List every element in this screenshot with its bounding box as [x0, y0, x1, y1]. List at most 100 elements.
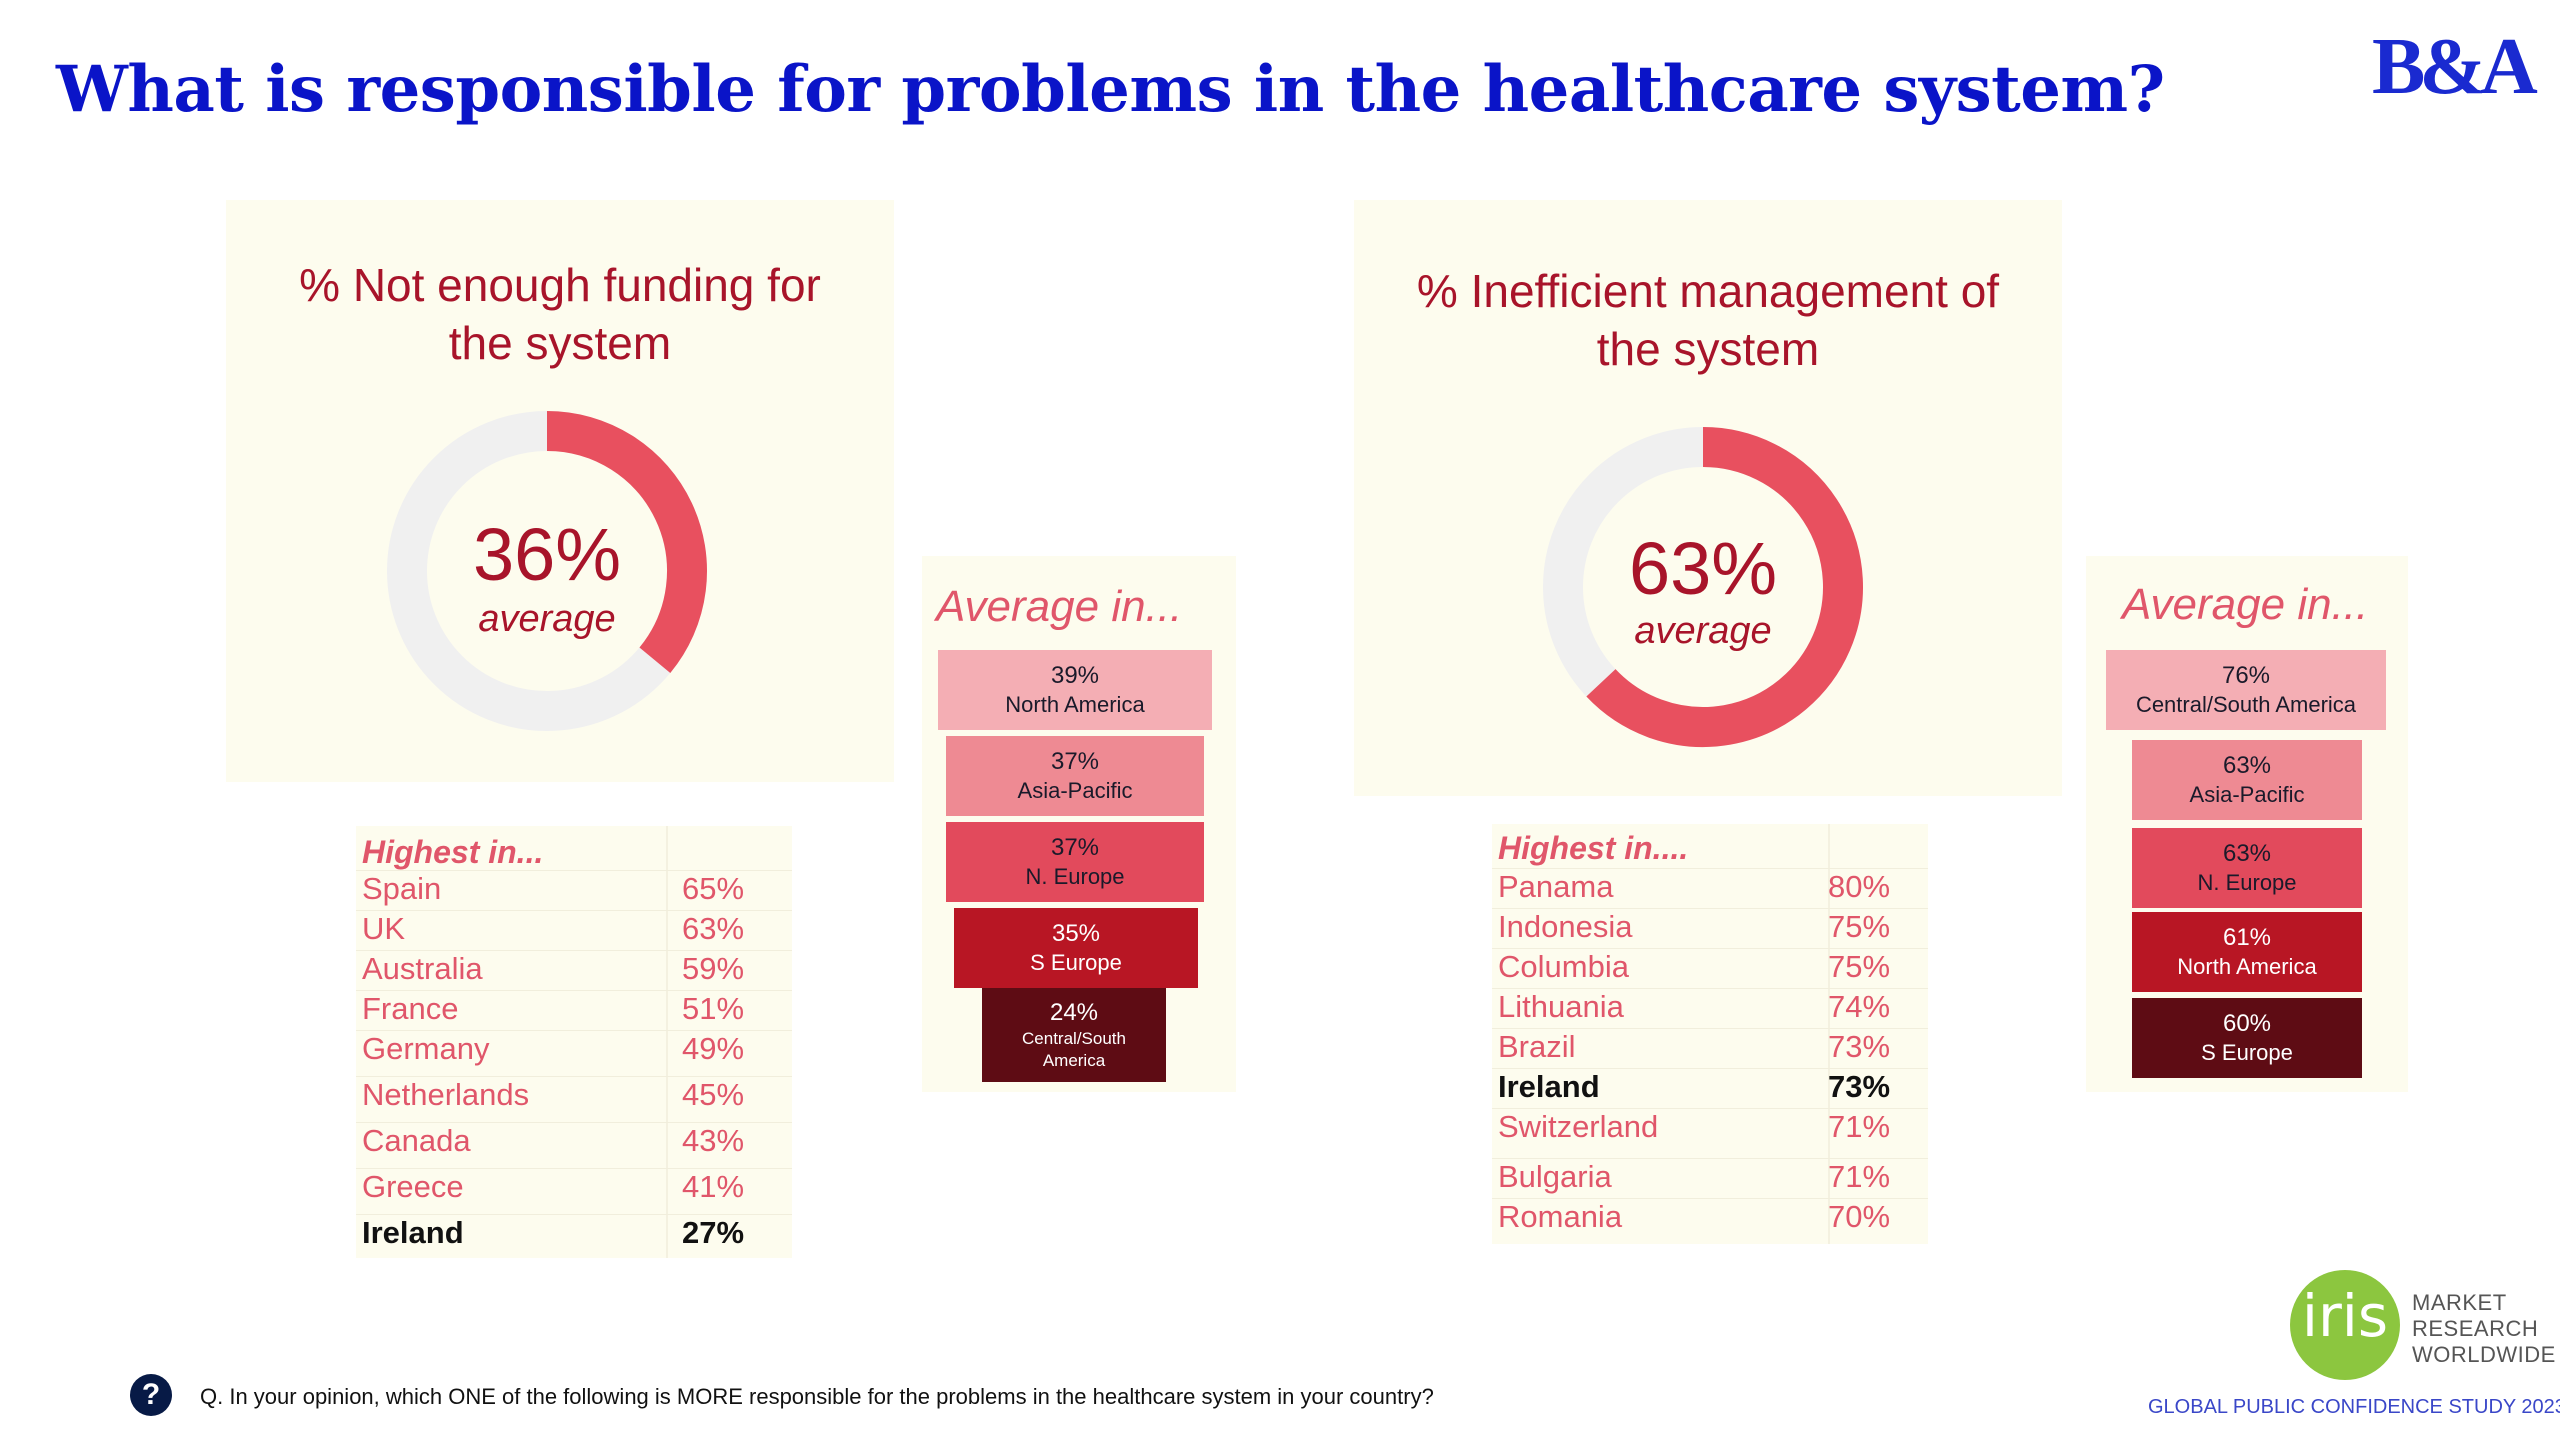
country-name: Panama [1498, 869, 1614, 904]
funding-donut-sublabel: average [478, 598, 616, 640]
average-bar-value: 63% [2222, 752, 2272, 779]
country-name: UK [362, 911, 406, 946]
question-icon: ? [130, 1374, 172, 1416]
iris-tagline-line-3: WORLDWIDE [2412, 1342, 2556, 1367]
management-highest-heading: Highest in.... [1498, 830, 1689, 866]
funding-donut-value: 36% [472, 513, 622, 596]
average-bar: 37% N. Europe [946, 822, 1204, 902]
management-highest-table: Highest in.... Panama 80% Indonesia 75% Colu… [1492, 824, 1928, 1244]
country-name: Germany [362, 1031, 490, 1066]
average-bar-region: S Europe [1030, 950, 1122, 975]
average-bar-value: 63% [2222, 840, 2272, 867]
average-bar: 76% Central/South America [2106, 650, 2386, 730]
column-divider [666, 826, 668, 1258]
average-bar-value: 39% [1050, 662, 1100, 689]
average-bar-region: Asia-Pacific [2189, 782, 2305, 807]
country-percent: 75% [1828, 949, 1891, 984]
country-percent: 71% [1828, 1109, 1891, 1144]
country-name: Australia [362, 951, 483, 986]
table-row: Germany 49% [356, 1030, 792, 1069]
funding-title-line-2: the system [448, 317, 672, 369]
funding-average-panel: Average in... 39% North America 37% Asia-Pa… [922, 556, 1236, 1092]
country-percent: 73% [1828, 1029, 1891, 1064]
average-bar-region: N. Europe [1025, 864, 1125, 889]
country-percent: 74% [1828, 989, 1891, 1024]
average-bar-region: S Europe [2201, 1040, 2293, 1065]
table-row: Netherlands 45% [356, 1076, 792, 1115]
page-title: What is responsible for problems in the … [56, 52, 2165, 127]
country-percent: 27% [682, 1215, 745, 1250]
country-percent: 65% [682, 871, 745, 906]
iris-tagline-line-2: RESEARCH [2412, 1316, 2539, 1341]
average-bar-value: 37% [1050, 748, 1100, 775]
average-bar-region: North America [2177, 954, 2317, 979]
table-row: UK 63% [356, 910, 792, 949]
average-bar-region: Central/South [1022, 1029, 1126, 1048]
country-name: Bulgaria [1498, 1159, 1612, 1194]
table-row: Brazil 73% [1492, 1028, 1928, 1067]
average-bar-region: North America [1005, 692, 1145, 717]
funding-highest-table: Highest in... Spain 65% UK 63% Australia 59% F… [356, 826, 792, 1258]
management-title-line-2: the system [1596, 323, 1820, 375]
management-donut-value: 63% [1628, 527, 1778, 610]
country-percent: 70% [1828, 1199, 1891, 1234]
funding-highest-heading: Highest in... [362, 834, 544, 870]
table-row: Columbia 75% [1492, 948, 1928, 987]
table-row: Spain 65% [356, 870, 792, 909]
average-bar: 60% S Europe [2132, 998, 2362, 1078]
country-name: Ireland [362, 1215, 464, 1250]
average-bar-value: 35% [1051, 920, 1101, 947]
study-footer: GLOBAL PUBLIC CONFIDENCE STUDY 2023 [2148, 1396, 2560, 1418]
table-row: Ireland 73% [1492, 1068, 1928, 1107]
country-percent: 49% [682, 1031, 745, 1066]
average-bar: 35% S Europe [954, 908, 1198, 988]
donut-value-slice [1586, 427, 1863, 747]
iris-tagline-line-1: MARKET [2412, 1290, 2507, 1315]
country-percent: 45% [682, 1077, 745, 1112]
country-name: Columbia [1498, 949, 1629, 984]
country-percent: 59% [682, 951, 745, 986]
average-bar-value: 37% [1050, 834, 1100, 861]
country-name: Romania [1498, 1199, 1623, 1234]
donut-value-slice [546, 411, 707, 673]
funding-title: % Not enough funding for the system [226, 256, 894, 372]
average-bar: 63% N. Europe [2132, 828, 2362, 908]
table-row: France 51% [356, 990, 792, 1029]
management-donut [1543, 427, 1863, 747]
management-average-panel: Average in... 76% Central/South America 63… [2086, 556, 2408, 1092]
table-row: Switzerland 71% [1492, 1108, 1928, 1147]
table-row: Australia 59% [356, 950, 792, 989]
average-bar-value: 61% [2222, 924, 2272, 951]
average-bar: 63% Asia-Pacific [2132, 740, 2362, 820]
country-name: Ireland [1498, 1069, 1600, 1104]
iris-logo-circle [2290, 1270, 2400, 1380]
country-name: Brazil [1498, 1029, 1576, 1064]
average-bar-region: America [1042, 1051, 1106, 1070]
average-bar: 24% Central/South America [982, 988, 1166, 1082]
funding-panel: % Not enough funding for the system 36% … [226, 200, 894, 782]
average-bar: 37% Asia-Pacific [946, 736, 1204, 816]
country-name: France [362, 991, 459, 1026]
average-bar: 39% North America [938, 650, 1212, 730]
table-row: Canada 43% [356, 1122, 792, 1161]
survey-question: Q. In your opinion, which ONE of the fol… [200, 1384, 1434, 1409]
brand-logo: B&A [2372, 23, 2538, 111]
country-name: Greece [362, 1169, 464, 1204]
table-row: Panama 80% [1492, 868, 1928, 907]
table-row: Ireland 27% [356, 1214, 792, 1253]
column-divider [1828, 824, 1830, 1244]
average-bar-value: 24% [1049, 999, 1099, 1026]
country-percent: 73% [1828, 1069, 1891, 1104]
country-name: Spain [362, 871, 442, 906]
table-row: Bulgaria 71% [1492, 1158, 1928, 1197]
table-row: Romania 70% [1492, 1198, 1928, 1237]
country-name: Indonesia [1498, 909, 1633, 944]
country-percent: 80% [1828, 869, 1891, 904]
iris-logo-wordmark: iris [2301, 1282, 2389, 1350]
country-percent: 63% [682, 911, 745, 946]
table-row: Lithuania 74% [1492, 988, 1928, 1027]
country-percent: 41% [682, 1169, 745, 1204]
country-name: Switzerland [1498, 1109, 1659, 1144]
country-percent: 51% [682, 991, 745, 1026]
table-row: Greece 41% [356, 1168, 792, 1207]
